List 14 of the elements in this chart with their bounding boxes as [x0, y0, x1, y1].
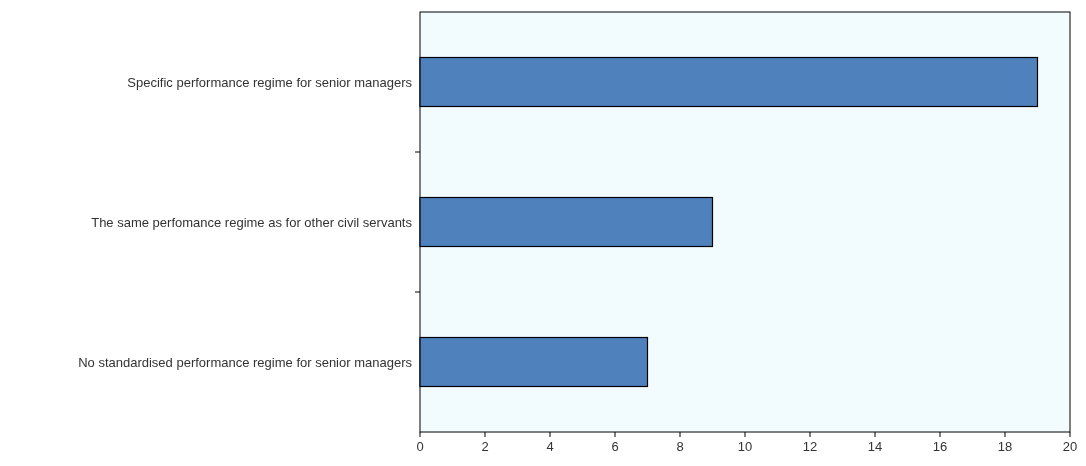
x-tick-label: 14 — [867, 439, 883, 454]
y-tick-label: The same perfomance regime as for other civil servants — [91, 214, 413, 230]
x-tick-label: 8 — [676, 439, 684, 454]
y-tick-label: Specific performance regime for senior managers — [127, 74, 413, 90]
x-tick-label: 20 — [1062, 439, 1078, 454]
x-tick-label: 18 — [997, 439, 1013, 454]
x-tick-label: 12 — [802, 439, 818, 454]
y-tick-label: No standardised performance regime for senior managers — [78, 354, 413, 370]
x-tick-label: 6 — [611, 439, 619, 454]
x-tick-label: 0 — [416, 439, 424, 454]
x-tick-label: 16 — [932, 439, 948, 454]
x-tick-label: 4 — [546, 439, 554, 454]
x-tick-label: 2 — [481, 439, 489, 454]
x-tick-label: 10 — [737, 439, 753, 454]
